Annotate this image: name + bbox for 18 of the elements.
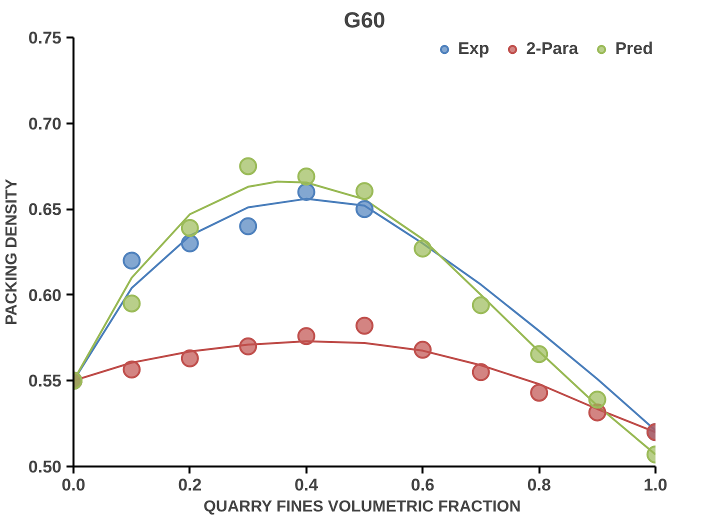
legend-label: 2-Para	[526, 39, 578, 59]
y-tick-label: 0.55	[28, 372, 62, 391]
y-tick-label: 0.75	[28, 28, 62, 48]
x-tick-label: 0.2	[178, 476, 202, 494]
chart-title: G60	[344, 8, 386, 32]
x-tick-label: 0.4	[294, 476, 319, 494]
x-tick-label: 0.0	[62, 476, 86, 494]
legend-label: Pred	[615, 39, 653, 59]
x-tick-label: 1.0	[644, 476, 668, 494]
x-tick-label: 0.6	[410, 476, 435, 494]
y-tick-label: 0.50	[28, 458, 62, 476]
y-tick-label: 0.60	[28, 286, 62, 305]
legend-label: Exp	[458, 39, 490, 59]
y-axis-title: PACKING DENSITY	[3, 178, 20, 326]
x-axis-title: QUARRY FINES VOLUMETRIC FRACTION	[203, 498, 521, 516]
y-tick-label: 0.65	[28, 200, 62, 220]
y-tick-label: 0.70	[28, 114, 62, 134]
x-tick-label: 0.8	[527, 476, 551, 494]
